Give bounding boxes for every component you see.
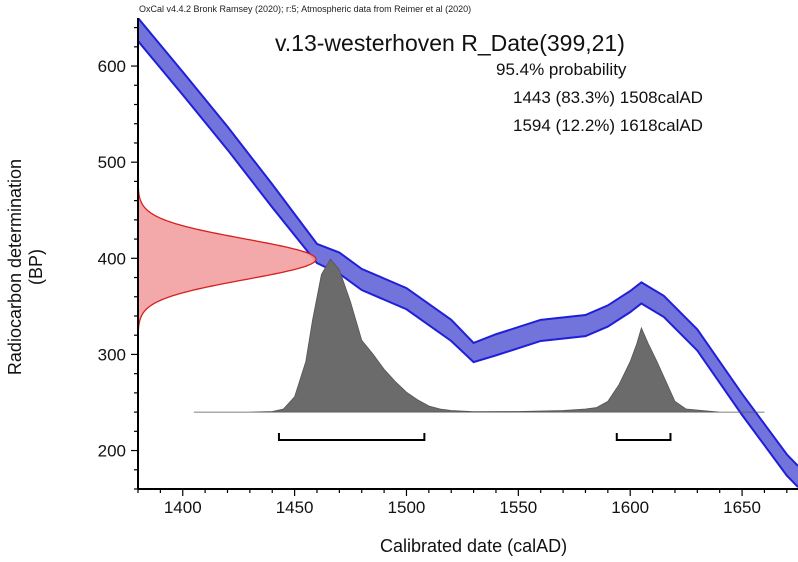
- posterior-distribution-layer: [193, 258, 765, 413]
- probability-range-bars: [277, 433, 672, 441]
- axes: 1400 1450 1500 1550 1600 1650 200 300 400 500 600: [98, 18, 798, 517]
- y-tick-label: 400: [98, 249, 126, 268]
- y-tick-label: 200: [98, 442, 126, 461]
- posterior-distribution: [193, 258, 765, 413]
- y-tick-label: 300: [98, 345, 126, 364]
- radiocarbon-distribution-layer: [137, 178, 317, 341]
- chart-title: v.13-westerhoven R_Date(399,21): [275, 30, 625, 56]
- x-tick-label: 1500: [388, 498, 426, 517]
- y-tick-label: 600: [98, 57, 126, 76]
- software-header: OxCal v4.4.2 Bronk Ramsey (2020); r:5; A…: [139, 4, 472, 14]
- x-tick-label: 1550: [499, 498, 537, 517]
- y-axis-label: Radiocarbon determination (BP): [5, 158, 46, 376]
- probability-range-2: 1594 (12.2%) 1618calAD: [513, 116, 703, 135]
- radiocarbon-distribution: [138, 178, 316, 341]
- x-tick-label: 1450: [276, 498, 314, 517]
- probability-heading: 95.4% probability: [496, 60, 627, 79]
- radiocarbon-distribution-outline: [137, 178, 317, 341]
- x-tick-label: 1600: [611, 498, 649, 517]
- calibration-lower-line: [138, 40, 798, 488]
- calibration-upper-line: [138, 18, 798, 467]
- x-axis-label: Calibrated date (calAD): [380, 536, 568, 556]
- calibration-curve-layer: [138, 18, 798, 488]
- x-tick-label: 1400: [164, 498, 202, 517]
- y-tick-label: 500: [98, 153, 126, 172]
- x-tick-label: 1650: [723, 498, 761, 517]
- probability-range-1: 1443 (83.3%) 1508calAD: [513, 88, 703, 107]
